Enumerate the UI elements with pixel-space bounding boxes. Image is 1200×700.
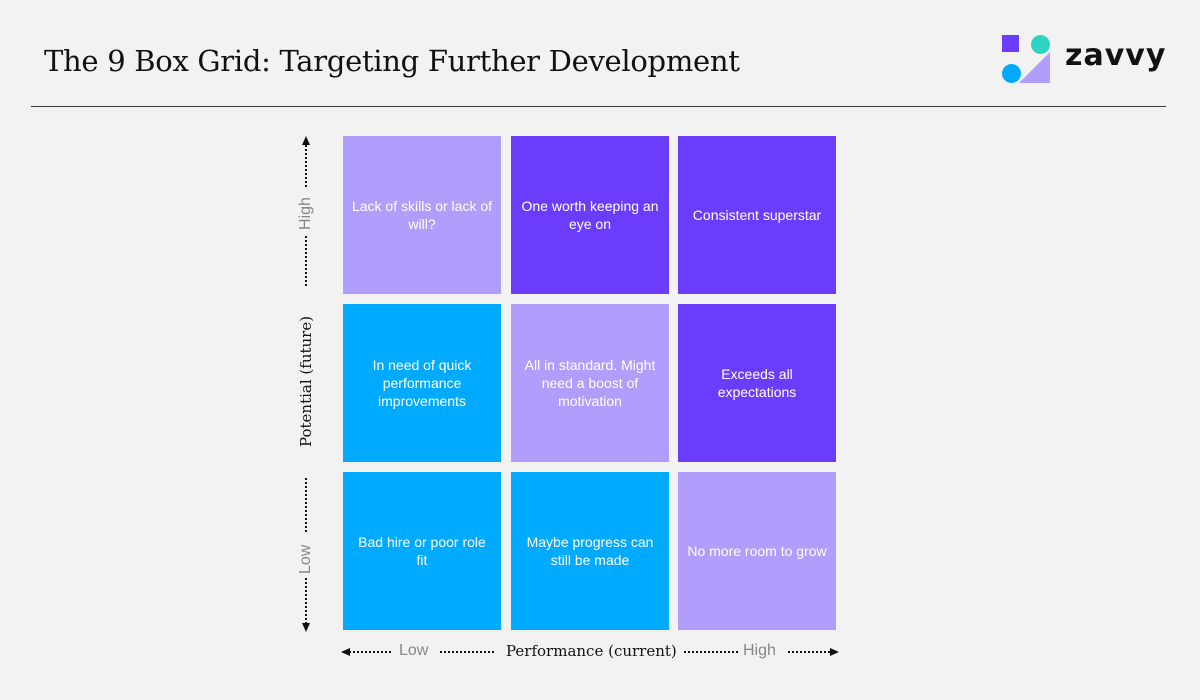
cell-medium-potential-medium-performance: All in standard. Might need a boost of m… [511,304,669,462]
cell-low-potential-medium-performance: Maybe progress can still be made [511,472,669,630]
x-axis-title: Performance (current) [506,642,677,660]
cell-text: All in standard. Might need a boost of m… [524,357,656,409]
y-axis-high-label: High [297,197,314,230]
cell-text: Exceeds all expectations [717,366,797,400]
x-axis-high-label: High [743,642,776,659]
y-axis-low-label: Low [297,544,314,574]
cell-text: No more room to grow [687,543,827,559]
x-axis-arrow-left-icon [341,648,350,656]
zavvy-logo-mark-icon [1002,35,1050,83]
cell-text: Lack of skills or lack of will? [351,198,493,232]
cell-medium-potential-high-performance: Exceeds all expectations [678,304,836,462]
cell-low-potential-high-performance: No more room to grow [678,472,836,630]
cell-text: Bad hire or poor role fit [358,534,486,568]
cell-text: In need of quick performance improvement… [372,357,472,409]
brand-name: zavvy [1065,38,1167,73]
header-divider [31,106,1166,107]
x-axis-arrow-right-icon [830,648,839,656]
nine-box-grid: Lack of skills or lack of will? One wort… [343,136,836,630]
cell-high-potential-high-performance: Consistent superstar [678,136,836,294]
cell-high-potential-medium-performance: One worth keeping an eye on [511,136,669,294]
cell-text: One worth keeping an eye on [521,198,659,232]
cell-medium-potential-low-performance: In need of quick performance improvement… [343,304,501,462]
page-title: The 9 Box Grid: Targeting Further Develo… [44,44,740,78]
cell-high-potential-low-performance: Lack of skills or lack of will? [343,136,501,294]
zavvy-logo: zavvy [1002,35,1172,85]
x-axis-low-label: Low [399,642,429,659]
cell-low-potential-low-performance: Bad hire or poor role fit [343,472,501,630]
cell-text: Maybe progress can still be made [526,534,654,568]
y-axis-title: Potential (future) [297,315,315,447]
cell-text: Consistent superstar [692,207,822,223]
y-axis-arrow-down-icon [302,623,310,632]
y-axis-arrow-up-icon [302,136,310,145]
